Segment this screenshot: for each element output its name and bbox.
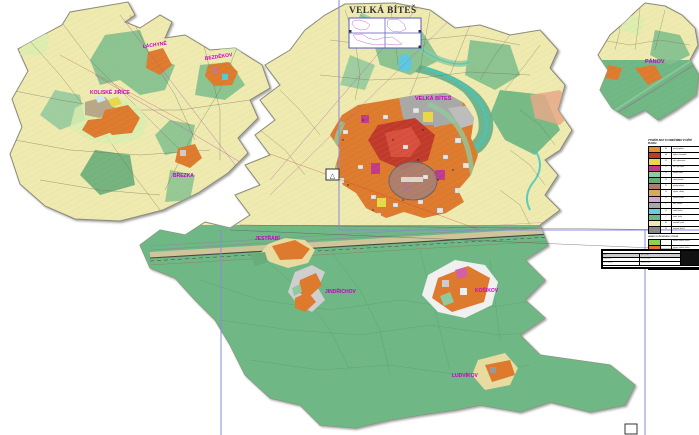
svg-text:△: △ [330, 173, 336, 180]
svg-text:VELKÁ BÍTEŠ: VELKÁ BÍTEŠ [415, 94, 452, 102]
svg-text:KOŠÍKOV: KOŠÍKOV [475, 286, 499, 294]
svg-text:JINDŘICHOV: JINDŘICHOV [325, 287, 357, 295]
svg-text:JESTŘÁBÍ: JESTŘÁBÍ [255, 234, 280, 242]
svg-text:BŘEZKA: BŘEZKA [173, 171, 194, 179]
svg-text:KOLISKÉ JIŘÍCE: KOLISKÉ JIŘÍCE [90, 88, 130, 96]
svg-text:LUDVÍKOV: LUDVÍKOV [452, 371, 479, 379]
svg-text:PÁNOV: PÁNOV [645, 58, 665, 65]
